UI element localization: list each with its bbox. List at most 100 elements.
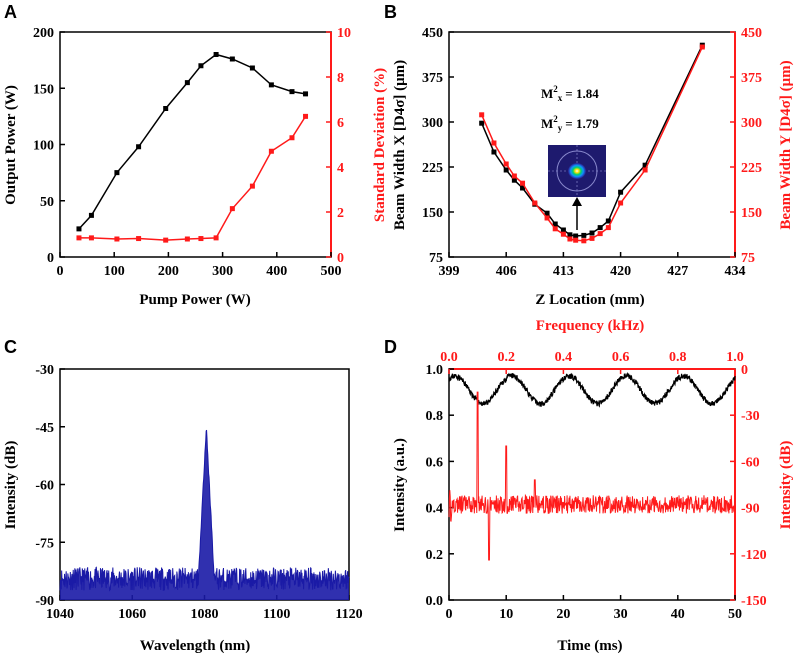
panel-d-ylabel-right: Intensity (dB) [778, 441, 794, 530]
panel-a-standard-deviation-point-4 [163, 237, 169, 243]
panel-b-ytick-label-0: 75 [429, 251, 443, 266]
panel-b-beam-width-y-point-7 [552, 226, 558, 232]
panel-b-ytick-right-label-2: 225 [741, 161, 762, 176]
panel-c-ytick-label-0: -90 [35, 594, 54, 609]
panel-a-xtick-label-1: 100 [104, 264, 125, 279]
panel-b-beam-width-x-point-15 [618, 189, 624, 195]
panel-d-ytick-label-5: 1.0 [426, 363, 444, 378]
panel-a-standard-deviation-point-1 [88, 235, 94, 241]
panel-b-ylabel: Beam Width X [D4σ] (μm) [392, 60, 408, 230]
panel-c-xtick-label-2: 1080 [191, 607, 219, 622]
panel-b-beam-width-x-point-2 [503, 167, 509, 173]
panel-a-xtick-label-5: 500 [321, 264, 342, 279]
panel-d-xtick-top-label-2: 0.4 [555, 350, 573, 365]
panel-b-beam-width-x-point-0 [479, 120, 485, 126]
panel-letter-c: C [4, 337, 17, 357]
panel-b-beam-width-x-point-12 [589, 230, 595, 236]
panel-a-frame [59, 31, 332, 258]
panel-c-ytick-label-4: -30 [35, 363, 54, 378]
beam-profile-inset [548, 145, 606, 197]
panel-a-xlabel: Pump Power (W) [139, 292, 250, 308]
panel-a-standard-deviation-point-9 [249, 183, 255, 189]
panel-a-output-power-point-3 [136, 144, 142, 150]
panel-b-ylabel-right: Beam Width Y [D4σ] (μm) [778, 60, 794, 229]
panel-letter-a: A [4, 2, 17, 22]
panel-c-xtick-label-0: 1040 [46, 607, 74, 622]
panel-d-ylabel: Intensity (a.u.) [392, 438, 408, 532]
m2y-base: M [541, 116, 553, 131]
panel-a-xtick-label-4: 400 [266, 264, 287, 279]
panel-b-beam-width-y-point-13 [597, 231, 603, 237]
panel-a-output-power-point-8 [229, 56, 235, 62]
panel-b-ytick-label-2: 225 [422, 161, 443, 176]
panel-b-ytick-label-5: 450 [422, 26, 443, 41]
panel-b-beam-width-x-point-1 [491, 149, 497, 155]
panel-b-xtick-label-2: 413 [553, 264, 574, 279]
panel-d-frame [448, 368, 736, 601]
panel-b-beam-width-y-point-9 [567, 236, 573, 242]
panel-d-xtick-top-label-0: 0.0 [440, 350, 458, 365]
panel-d-ytick-right-label-0: -150 [741, 594, 767, 609]
panel-d-ytick-right-label-2: -90 [741, 502, 760, 517]
panel-d-xtick-label-1: 10 [499, 607, 513, 622]
m2x-annotation: M2x = 1.84 [541, 84, 599, 103]
panel-d-ytick-right-label-3: -60 [741, 455, 760, 470]
panel-b-beam-width-y-line [480, 46, 703, 242]
m2y-annotation: M2y = 1.79 [541, 114, 599, 133]
panel-a-output-power-point-2 [114, 170, 120, 176]
panel-d-xtick-top-label-5: 1.0 [726, 350, 744, 365]
panel-b-beam-width-x-point-16 [642, 162, 648, 168]
panel-b-beam-width-y-point-6 [544, 215, 550, 221]
panel-b-beam-width-y-point-5 [532, 200, 538, 206]
panel-c-spectrum-fill [60, 430, 349, 600]
m2x-base: M [541, 86, 553, 101]
panel-b-beam-width-x-line [480, 44, 703, 237]
panel-d-ytick-label-0: 0.0 [426, 594, 444, 609]
panel-a-standard-deviation-point-5 [184, 236, 190, 242]
panel-a-output-power-line [78, 53, 306, 230]
panel-d-xtick-label-0: 0 [446, 607, 453, 622]
panel-b-beam-width-x-point-9 [567, 232, 573, 238]
panel-b-beam-width-y-point-11 [581, 238, 587, 244]
panel-d-xtick-top-label-4: 0.8 [669, 350, 687, 365]
m2x-sub: x [558, 93, 563, 103]
panel-d-xlabel: Time (ms) [557, 638, 622, 654]
panel-a-standard-deviation-point-2 [114, 236, 120, 242]
panel-b-ytick-right-label-4: 375 [741, 71, 762, 86]
panel-a-output-power-point-0 [76, 226, 82, 232]
panel-b-xtick-label-5: 434 [725, 264, 746, 279]
panel-b-beam-width-x-point-6 [544, 210, 550, 216]
panel-a-standard-deviation-point-7 [213, 235, 219, 241]
panel-d-ytick-label-3: 0.6 [426, 455, 444, 470]
panel-b-beam-width-y-point-3 [511, 173, 517, 179]
panel-b-beam-width-x-point-4 [520, 185, 526, 191]
panel-a-standard-deviation-point-10 [268, 148, 274, 154]
panel-a-output-power-point-11 [289, 89, 295, 95]
panel-a-standard-deviation-point-3 [136, 236, 142, 242]
panel-a-ytick-right-label-1: 2 [337, 206, 344, 221]
panel-b-beam-width-y-point-16 [642, 167, 648, 173]
panel-letter-b: B [384, 2, 397, 22]
m2y-value: = 1.79 [565, 116, 599, 131]
panel-a-ytick-right-label-0: 0 [337, 251, 344, 266]
panel-b-beam-width-y-point-15 [618, 200, 624, 206]
panel-a-standard-deviation-point-8 [229, 206, 235, 212]
panel-a-ytick-right-label-5: 10 [337, 26, 351, 41]
panel-d-xlabel-top: Frequency (kHz) [536, 318, 644, 334]
panel-b-beam-width-y-point-2 [503, 161, 509, 167]
panel-b-ytick-right-label-3: 300 [741, 116, 762, 131]
panel-b-ytick-right-label-1: 150 [741, 206, 762, 221]
m2y-sub: y [558, 123, 563, 133]
m2x-sup: 2 [553, 84, 558, 94]
panel-b-xtick-label-4: 427 [667, 264, 688, 279]
panel-b-xtick-label-1: 406 [496, 264, 517, 279]
panel-b-beam-width-x-point-11 [581, 232, 587, 238]
panel-b-beam-width-x-point-14 [605, 218, 611, 224]
panel-letter-d: D [384, 337, 397, 357]
beam-spot [568, 163, 586, 179]
panel-b-xtick-label-0: 399 [439, 264, 460, 279]
panel-b-beam-width-y-point-14 [605, 225, 611, 231]
panel-c-xtick-label-3: 1100 [263, 607, 290, 622]
panel-a-ytick-label-1: 50 [40, 195, 54, 210]
